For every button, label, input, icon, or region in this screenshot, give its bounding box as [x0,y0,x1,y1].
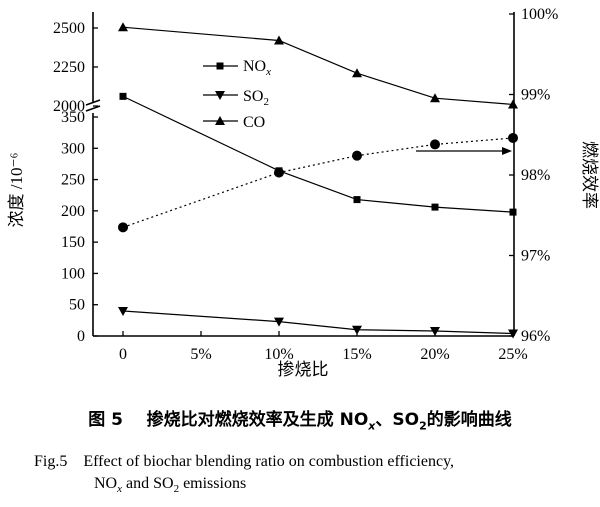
left-tick-label: 300 [61,140,85,157]
left-tick-label: 50 [69,297,85,314]
legend-nox-sub: x [265,66,271,78]
legend-triangle-up-marker [215,116,225,125]
data-point [431,203,439,211]
legend-item-nox: NOx [203,58,271,78]
caption-cn-sub-x: x [368,419,376,433]
right-tick-label: 99% [521,87,550,104]
legend-square-marker [216,62,224,70]
legend: NOx SO2 CO [203,58,271,131]
caption-cn-text-a: 掺烧比对燃烧效率及生成 NO [146,410,369,430]
figure-caption-cn: 图 5 掺烧比对燃烧效率及生成 NOx、SO2的影响曲线 [0,405,600,432]
data-point [508,99,518,109]
data-point [118,222,128,233]
data-point [353,196,361,204]
right-axis-arrow [416,147,512,155]
x-tick-label: 0 [119,346,127,363]
series-combustion-efficiency [118,132,518,233]
left-tick-label: 2000 [53,98,85,115]
x-tick-label: 15% [342,346,371,363]
right-axis-title: 燃烧效率 [580,141,599,209]
series-line [122,26,514,106]
data-point [352,325,362,335]
data-point [509,208,517,216]
ticks: 0 5% 10% 15% 20% 25% 0 50 100 150 200 250 300 3502000… [53,6,558,363]
caption-en-emissions: emissions [179,475,247,492]
x-tick-label: 5% [190,346,211,363]
data-point [119,92,127,100]
legend-item-so2: SO2 [203,88,269,108]
left-tick-label: 200 [61,203,85,220]
left-tick-label: 0 [77,328,85,345]
svg-text:NOx: NOx [243,58,271,78]
x-tick-label: 10% [264,346,293,363]
data-point [274,167,284,178]
series-line [122,310,514,335]
axes [92,12,515,337]
caption-cn-text-b: 、SO [375,410,420,430]
legend-so2-label: SO [243,88,263,105]
caption-cn-sub-2: 2 [419,419,427,433]
caption-en-sub-x: x [117,483,122,496]
data-point [352,150,362,161]
left-tick-label: 350 [61,109,85,126]
caption-cn-prefix: 图 5 [88,410,123,430]
data-point [274,35,284,45]
data-point [508,132,518,143]
caption-en-sub-2: 2 [173,483,180,496]
legend-nox-label: NO [243,58,266,75]
series-nox [119,92,517,216]
data-point [352,68,362,78]
left-tick-label: 2250 [53,59,85,76]
legend-co-label: CO [243,114,265,131]
x-tick-label: 25% [498,346,527,363]
caption-en-nox: NO [94,475,118,492]
legend-so2-sub: 2 [263,96,269,108]
chart: 0 5% 10% 15% 20% 25% 0 50 100 150 200 250 300 3502000… [7,6,599,379]
left-tick-label: 100 [61,265,85,282]
data-point [430,139,440,150]
legend-item-co: CO [203,114,265,131]
data-point [118,306,128,316]
series-co [118,22,518,109]
x-tick-label: 20% [420,346,449,363]
right-tick-label: 96% [521,328,550,345]
x-axis-title: 掺烧比 [278,360,329,379]
right-tick-label: 100% [521,6,558,23]
data-point [430,93,440,103]
left-tick-label: 2500 [53,20,85,37]
data-point [118,22,128,32]
right-tick-label: 98% [521,167,550,184]
caption-cn-text-c: 的影响曲线 [426,410,512,430]
series-layer [118,22,518,339]
svg-text:SO2: SO2 [243,88,269,108]
data-point [430,326,440,336]
caption-en-line2: NOx and SO2 emissions [34,473,594,500]
data-point [274,317,284,327]
caption-en-line1: Fig.5 Effect of biochar blending ratio o… [34,453,455,470]
data-point [508,329,518,339]
left-tick-label: 150 [61,234,85,251]
series-so2 [118,306,518,339]
caption-en-and-so: and SO [122,475,174,492]
axis-break [85,99,101,112]
legend-triangle-down-marker [215,91,225,100]
left-tick-label: 250 [61,172,85,189]
series-line [122,95,514,213]
right-tick-label: 97% [521,248,550,265]
figure-caption-en: Fig.5 Effect of biochar blending ratio o… [34,451,594,500]
left-axis-title: 浓度 /10⁻⁶ [7,152,26,227]
